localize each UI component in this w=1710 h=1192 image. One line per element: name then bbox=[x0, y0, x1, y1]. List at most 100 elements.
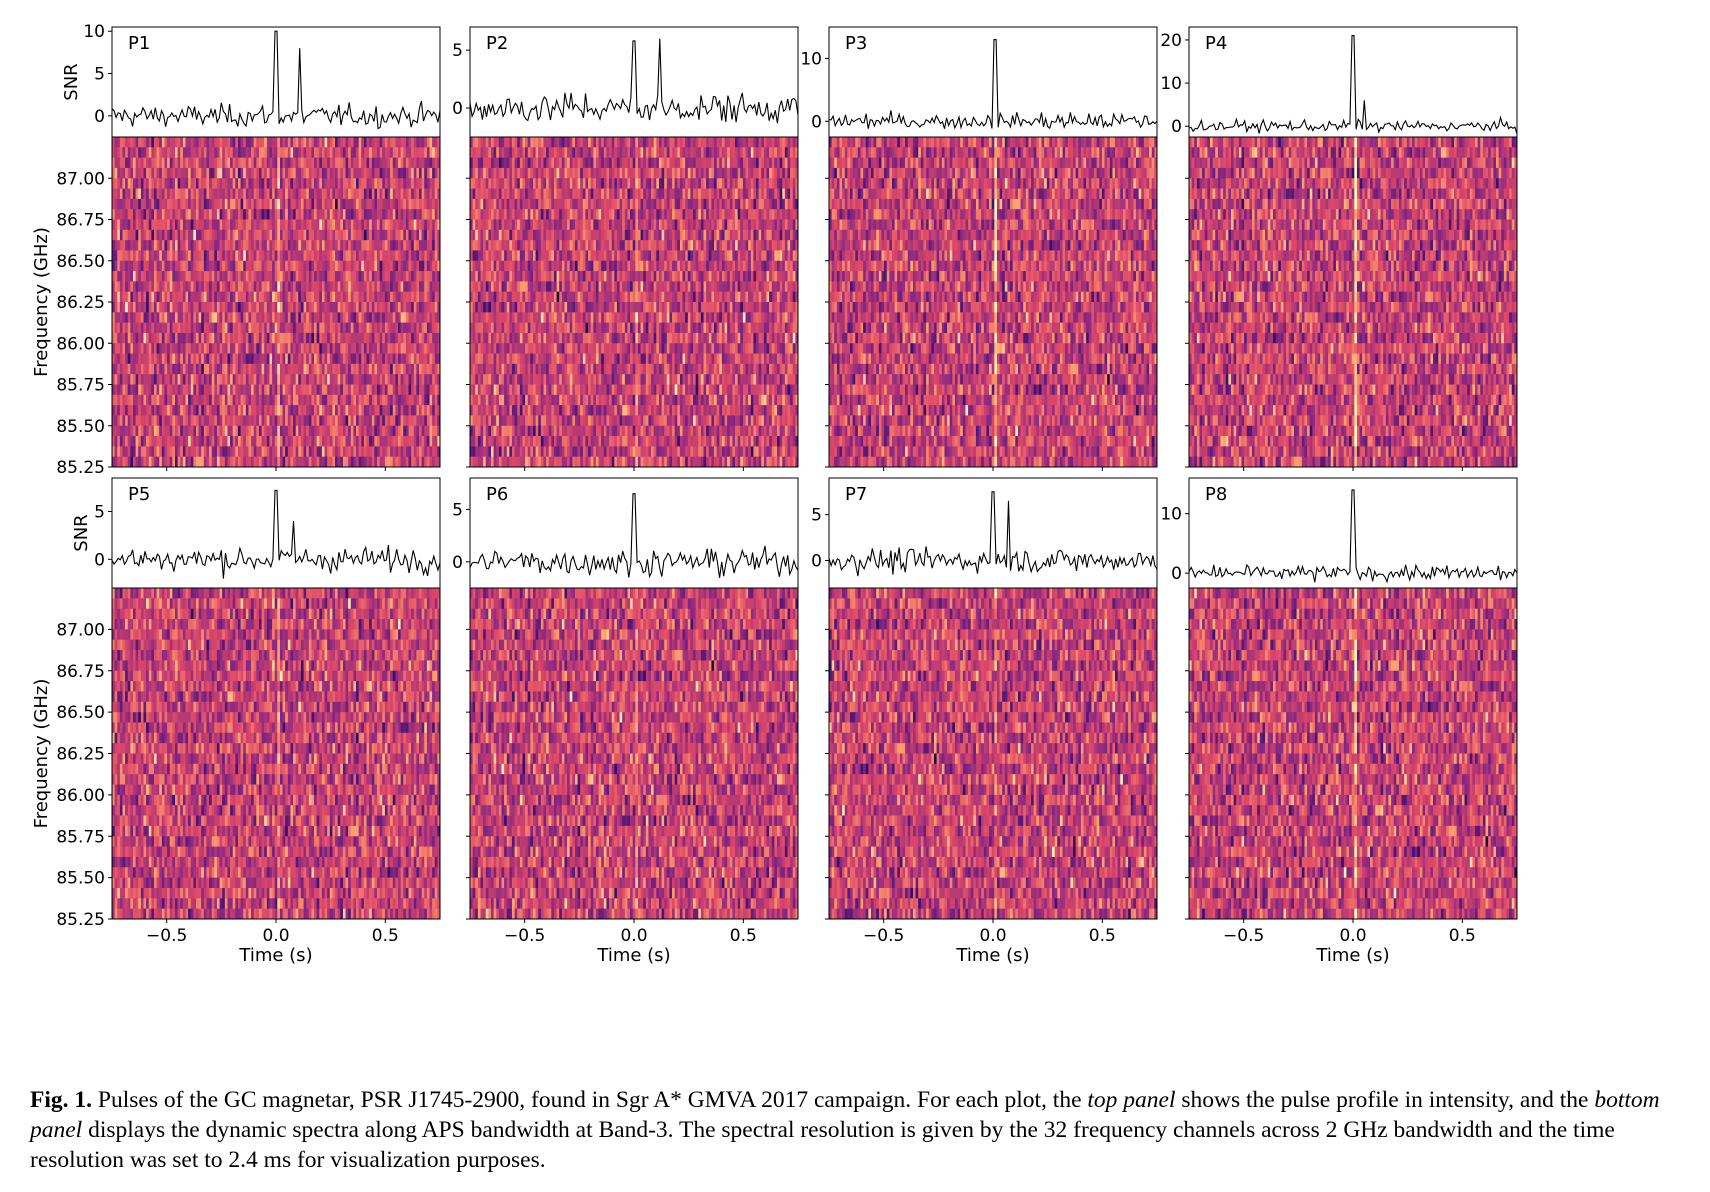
spectrum-cell bbox=[230, 209, 234, 220]
spectrum-cell bbox=[384, 147, 388, 159]
spectrum-cell bbox=[540, 178, 544, 189]
spectrum-cell bbox=[138, 405, 142, 416]
spectrum-cell bbox=[490, 167, 495, 179]
spectrum-cell bbox=[517, 178, 521, 189]
spectrum-cell bbox=[729, 188, 733, 200]
spectrum-cell bbox=[248, 281, 252, 293]
spectrum-cell bbox=[303, 198, 307, 210]
spectrum-cell bbox=[324, 260, 328, 272]
spectrum-cell bbox=[374, 240, 378, 251]
spectrum-cell bbox=[261, 147, 265, 159]
spectrum-cell bbox=[308, 198, 312, 210]
spectrum-cell bbox=[342, 405, 346, 416]
spectrum-cell bbox=[298, 198, 302, 210]
spectrum-cell bbox=[603, 157, 607, 169]
spectrum-cell bbox=[235, 219, 239, 231]
spectrum-cell bbox=[308, 302, 312, 313]
spectrum-cell bbox=[424, 209, 428, 220]
spectrum-cell bbox=[356, 178, 360, 189]
spectrum-cell bbox=[437, 394, 441, 406]
spectrum-cell bbox=[235, 312, 239, 324]
spectrum-cell bbox=[374, 446, 378, 458]
spectrum-cell bbox=[287, 137, 291, 148]
spectrum-cell bbox=[114, 229, 118, 241]
spectrum-cell bbox=[125, 291, 129, 303]
spectrum-cell bbox=[164, 405, 168, 416]
spectrum-cell bbox=[211, 271, 215, 282]
spectrum-cell bbox=[390, 178, 394, 189]
spectrum-cell bbox=[130, 281, 134, 293]
spectrum-cell bbox=[519, 137, 523, 148]
spectrum-cell bbox=[732, 188, 736, 200]
spectrum-cell bbox=[535, 209, 539, 220]
spectrum-cell bbox=[235, 415, 239, 427]
spectrum-cell bbox=[230, 384, 234, 396]
spectrum-cell bbox=[306, 167, 310, 179]
spectrum-cell bbox=[421, 167, 425, 179]
spectrum-cell bbox=[319, 322, 323, 334]
spectrum-cell bbox=[756, 147, 760, 159]
spectrum-cell bbox=[282, 137, 286, 148]
spectrum-cell bbox=[700, 147, 704, 159]
spectrum-cell bbox=[340, 394, 344, 406]
spectrum-cell bbox=[527, 147, 531, 159]
spectrum-cell bbox=[295, 374, 299, 385]
spectrum-cell bbox=[761, 147, 765, 159]
spectrum-cell bbox=[408, 312, 412, 324]
spectrum-cell bbox=[251, 229, 255, 241]
spectrum-cell bbox=[130, 271, 134, 282]
spectrum-cell bbox=[156, 415, 160, 427]
spectrum-cell bbox=[266, 271, 270, 282]
spectrum-cell bbox=[182, 332, 186, 344]
spectrum-cell bbox=[216, 384, 220, 396]
spectrum-cell bbox=[340, 322, 344, 334]
spectrum-cell bbox=[298, 209, 302, 220]
spectrum-cell bbox=[132, 446, 137, 458]
spectrum-cell bbox=[172, 178, 176, 189]
spectrum-cell bbox=[311, 312, 315, 324]
spectrum-cell bbox=[285, 363, 289, 375]
spectrum-cell bbox=[569, 167, 573, 179]
spectrum-cell bbox=[174, 446, 178, 458]
spectrum-cell bbox=[198, 157, 202, 169]
spectrum-cell bbox=[382, 137, 386, 148]
spectrum-cell bbox=[164, 188, 168, 200]
spectrum-cell bbox=[132, 209, 137, 220]
spectrum-cell bbox=[348, 425, 352, 437]
spectrum-cell bbox=[379, 456, 383, 468]
spectrum-cell bbox=[290, 394, 294, 406]
spectrum-cell bbox=[261, 188, 265, 200]
spectrum-cell bbox=[426, 240, 430, 251]
spectrum-cell bbox=[640, 209, 644, 220]
spectrum-cell bbox=[214, 384, 218, 396]
spectrum-cell bbox=[135, 363, 139, 375]
spectrum-cell bbox=[245, 219, 249, 231]
spectrum-cell bbox=[582, 198, 586, 210]
spectrum-cell bbox=[387, 250, 391, 262]
spectrum-cell bbox=[138, 436, 142, 447]
spectrum-cell bbox=[432, 425, 436, 437]
spectrum-cell bbox=[369, 250, 373, 262]
spectrum-cell bbox=[193, 281, 197, 293]
spectrum-cell bbox=[308, 405, 312, 416]
spectrum-cell bbox=[377, 281, 381, 293]
spectrum-cell bbox=[177, 157, 181, 169]
spectrum-cell bbox=[298, 240, 302, 251]
spectrum-cell bbox=[413, 302, 417, 313]
spectrum-cell bbox=[517, 147, 521, 159]
spectrum-cell bbox=[416, 157, 420, 169]
spectrum-cell bbox=[148, 291, 152, 303]
spectrum-cell bbox=[700, 157, 704, 169]
spectrum-cell bbox=[290, 260, 294, 272]
spectrum-cell bbox=[627, 167, 631, 179]
spectrum-cell bbox=[274, 456, 278, 468]
spectrum-cell bbox=[324, 436, 328, 447]
spectrum-cell bbox=[387, 178, 391, 189]
spectrum-cell bbox=[293, 332, 297, 344]
spectrum-cell bbox=[324, 384, 328, 396]
spectrum-cell bbox=[198, 353, 202, 365]
spectrum-cell bbox=[411, 312, 415, 324]
spectrum-cell bbox=[316, 281, 320, 293]
spectrum-cell bbox=[470, 167, 474, 179]
spectrum-cell bbox=[306, 137, 310, 148]
